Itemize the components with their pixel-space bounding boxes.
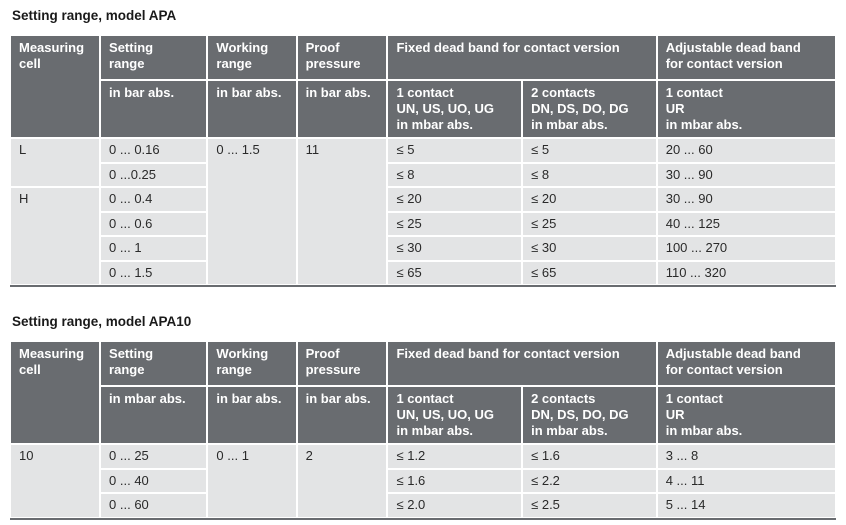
header-measuring-cell: Measuring cell — [10, 35, 101, 138]
cell-measuring-cell: H — [10, 187, 101, 285]
cell-fixed-dead-band-1: ≤ 8 — [387, 162, 523, 187]
table-row: 10 0 ... 25 0 ... 1 2 ≤ 1.2 ≤ 1.6 3 ... … — [10, 444, 836, 518]
cell-adjustable-dead-band: 30 ... 90 — [656, 187, 836, 212]
table-title-apa10: Setting range, model APA10 — [12, 314, 192, 329]
table-row: L 0 ... 0.16 0 ... 1.5 11 ≤ 5 ≤ 5 20 ...… — [10, 138, 836, 285]
cell-setting-range: 0 ... 25 — [100, 444, 208, 469]
section-apa: Setting range, model APA Measuring cell … — [10, 7, 836, 287]
table-row: H 0 ... 0.4 ≤ 20 ≤ 20 30 ... 90 — [10, 187, 836, 285]
cell-adjustable-dead-band: 30 ... 90 — [656, 162, 836, 187]
cell-proof-pressure: 2 — [296, 444, 388, 518]
header-setting-range: Setting range — [100, 341, 208, 386]
cell-fixed-dead-band-2: ≤ 20 — [522, 187, 657, 212]
cell-setting-range: 0 ... 0.16 — [100, 138, 208, 163]
subheader-contact-ur: 1 contact UR in mbar abs. — [656, 80, 836, 138]
cell-fixed-dead-band-1: ≤ 25 — [387, 211, 523, 236]
cell-adjustable-dead-band: 100 ... 270 — [656, 236, 836, 261]
cell-fixed-dead-band-2: ≤ 2.5 — [522, 493, 657, 518]
subheader-contact-1: 1 contact UN, US, UO, UG in mbar abs. — [387, 386, 523, 444]
cell-setting-range: 0 ... 1.5 — [100, 260, 208, 285]
subheader-contact-2: 2 contacts DN, DS, DO, DG in mbar abs. — [522, 80, 657, 138]
cell-fixed-dead-band-1: ≤ 5 — [387, 138, 523, 163]
cell-fixed-dead-band-1: ≤ 2.0 — [387, 493, 523, 518]
cell-fixed-dead-band-2: ≤ 65 — [522, 260, 657, 285]
table-row: 0 ... 60 ≤ 2.0 ≤ 2.5 5 ... 14 — [10, 493, 836, 518]
cell-fixed-dead-band-2: ≤ 8 — [522, 162, 657, 187]
cell-fixed-dead-band-1: ≤ 1.2 — [387, 444, 523, 469]
cell-fixed-dead-band-2: ≤ 30 — [522, 236, 657, 261]
header-working-range: Working range — [207, 35, 297, 80]
cell-fixed-dead-band-2: ≤ 1.6 — [522, 444, 657, 469]
subheader-working-unit: in bar abs. — [207, 80, 297, 138]
header-proof-pressure: Proof pressure — [296, 35, 388, 80]
cell-fixed-dead-band-1: ≤ 20 — [387, 187, 523, 212]
cell-setting-range: 0 ... 1 — [100, 236, 208, 261]
subheader-proof-unit: in bar abs. — [296, 80, 388, 138]
cell-adjustable-dead-band: 110 ... 320 — [656, 260, 836, 285]
cell-setting-range: 0 ... 0.6 — [100, 211, 208, 236]
apa10-table-wrapper: Measuring cell Setting range Working ran… — [10, 341, 836, 520]
apa10-spec-table: Measuring cell Setting range Working ran… — [10, 341, 836, 518]
cell-setting-range: 0 ... 60 — [100, 493, 208, 518]
cell-adjustable-dead-band: 40 ... 125 — [656, 211, 836, 236]
cell-fixed-dead-band-2: ≤ 5 — [522, 138, 657, 163]
cell-working-range: 0 ... 1.5 — [207, 138, 297, 285]
cell-fixed-dead-band-1: ≤ 1.6 — [387, 468, 523, 493]
cell-measuring-cell: 10 — [10, 444, 101, 518]
apa-table-wrapper: Measuring cell Setting range Working ran… — [10, 35, 836, 287]
header-working-range: Working range — [207, 341, 297, 386]
cell-adjustable-dead-band: 20 ... 60 — [656, 138, 836, 163]
cell-adjustable-dead-band: 4 ... 11 — [656, 468, 836, 493]
subheader-setting-unit: in bar abs. — [100, 80, 208, 138]
apa-spec-table: Measuring cell Setting range Working ran… — [10, 35, 836, 285]
subheader-working-unit: in bar abs. — [207, 386, 297, 444]
cell-measuring-cell: L — [10, 138, 101, 187]
table-row: 0 ... 0.6 ≤ 25 ≤ 25 40 ... 125 — [10, 211, 836, 236]
header-proof-pressure: Proof pressure — [296, 341, 388, 386]
table-row: 0 ...0.25 ≤ 8 ≤ 8 30 ... 90 — [10, 162, 836, 187]
cell-fixed-dead-band-2: ≤ 2.2 — [522, 468, 657, 493]
subheader-setting-unit: in mbar abs. — [100, 386, 208, 444]
header-adjustable-dead-band: Adjustable dead band for contact version — [656, 341, 836, 386]
cell-adjustable-dead-band: 5 ... 14 — [656, 493, 836, 518]
cell-proof-pressure: 11 — [296, 138, 388, 285]
cell-setting-range: 0 ... 0.4 — [100, 187, 208, 212]
cell-adjustable-dead-band: 3 ... 8 — [656, 444, 836, 469]
section-apa10: Setting range, model APA10 Measuring cel… — [10, 313, 836, 520]
table-title-apa: Setting range, model APA — [12, 8, 177, 23]
cell-fixed-dead-band-1: ≤ 30 — [387, 236, 523, 261]
table-row: 0 ... 1 ≤ 30 ≤ 30 100 ... 270 — [10, 236, 836, 261]
subheader-contact-ur: 1 contact UR in mbar abs. — [656, 386, 836, 444]
subheader-contact-2: 2 contacts DN, DS, DO, DG in mbar abs. — [522, 386, 657, 444]
cell-working-range: 0 ... 1 — [207, 444, 297, 518]
cell-setting-range: 0 ...0.25 — [100, 162, 208, 187]
header-adjustable-dead-band: Adjustable dead band for contact version — [656, 35, 836, 80]
header-measuring-cell: Measuring cell — [10, 341, 101, 444]
cell-fixed-dead-band-1: ≤ 65 — [387, 260, 523, 285]
table-row: 0 ... 1.5 ≤ 65 ≤ 65 110 ... 320 — [10, 260, 836, 285]
header-fixed-dead-band-group: Fixed dead band for contact version — [387, 35, 657, 80]
subheader-contact-1: 1 contact UN, US, UO, UG in mbar abs. — [387, 80, 523, 138]
subheader-proof-unit: in bar abs. — [296, 386, 388, 444]
cell-fixed-dead-band-2: ≤ 25 — [522, 211, 657, 236]
header-setting-range: Setting range — [100, 35, 208, 80]
table-row: 0 ... 40 ≤ 1.6 ≤ 2.2 4 ... 11 — [10, 468, 836, 493]
cell-setting-range: 0 ... 40 — [100, 468, 208, 493]
header-fixed-dead-band-group: Fixed dead band for contact version — [387, 341, 657, 386]
